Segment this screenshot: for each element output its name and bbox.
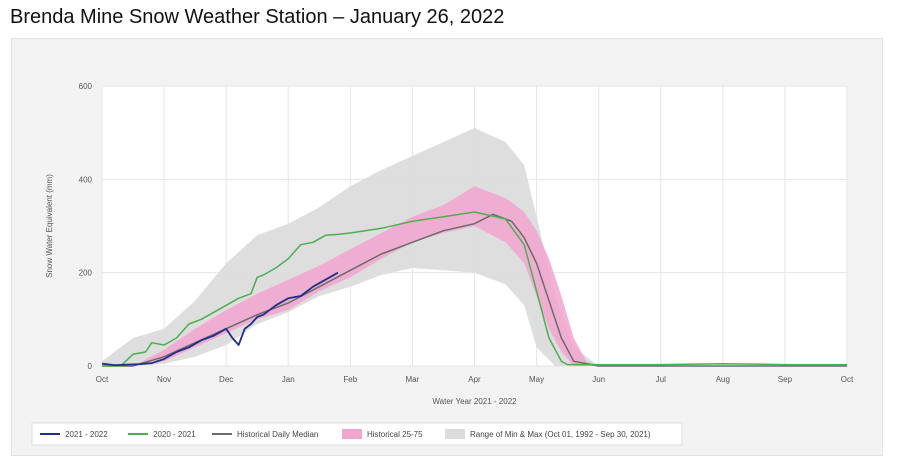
x-tick-label: Mar [406,375,420,384]
legend-label: 2021 - 2022 [65,430,108,439]
x-axis-label: Water Year 2021 - 2022 [432,397,517,406]
legend-label: 2020 - 2021 [153,430,196,439]
y-tick-label: 600 [79,82,93,91]
x-tick-label: Jan [282,375,295,384]
y-tick-label: 0 [88,362,93,371]
legend-swatch [445,429,465,439]
x-tick-label: Oct [96,375,109,384]
legend-swatch [342,429,362,439]
page-title: Brenda Mine Snow Weather Station – Janua… [10,6,505,28]
x-tick-label: Aug [716,375,730,384]
y-tick-label: 200 [79,269,93,278]
x-tick-label: Jun [592,375,605,384]
x-tick-label: Dec [219,375,233,384]
x-tick-label: Oct [841,375,854,384]
x-tick-label: Nov [157,375,171,384]
x-tick-label: Feb [343,375,357,384]
legend-label: Historical Daily Median [237,430,318,439]
band-25-75 [102,186,847,366]
x-tick-label: Sep [778,375,793,384]
series-median-line [102,213,847,367]
x-tick-label: Jul [656,375,666,384]
y-axis-label: Snow Water Equivalent (mm) [45,174,54,278]
legend-label: Range of Min & Max (Oct 01, 1992 - Sep 3… [470,430,651,439]
x-tick-label: Apr [468,375,481,384]
series-2021-2022-line [101,271,339,366]
y-tick-label: 400 [79,175,93,184]
x-tick-label: May [529,375,544,384]
series-2020-2021-line [102,211,847,367]
legend-label: Historical 25-75 [367,430,423,439]
